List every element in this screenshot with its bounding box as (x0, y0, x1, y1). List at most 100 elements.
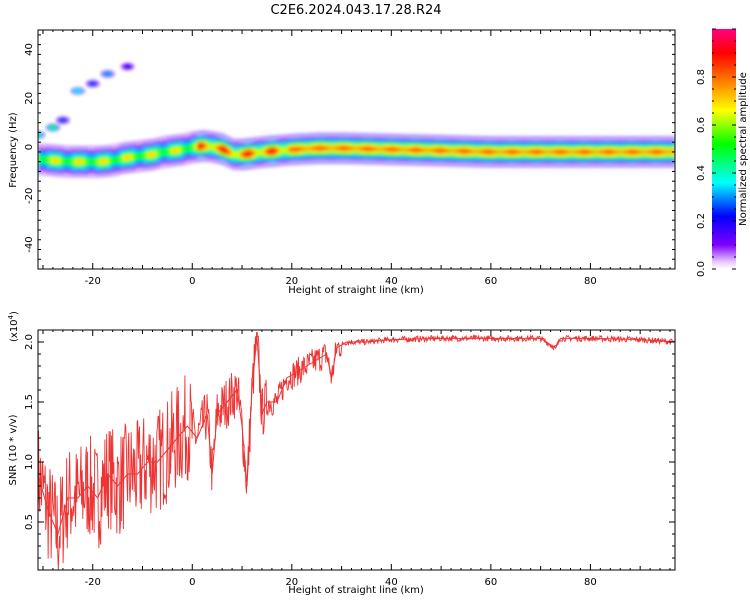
snr-noise-trace (38, 331, 675, 570)
ridge-cell (635, 149, 639, 155)
ridge-cell (505, 149, 509, 155)
ridge-cell (169, 148, 173, 154)
ridge-cell (251, 150, 256, 156)
ridge-cell (383, 146, 387, 152)
x-tick-label: -20 (85, 276, 101, 287)
snr-series-line (38, 335, 675, 536)
ridge-cell (630, 149, 634, 155)
ridge-cell (428, 147, 432, 153)
ridge-cell (595, 149, 599, 155)
ridge-cell (324, 145, 328, 151)
ridge-cell (60, 158, 64, 164)
ridge-cell (575, 149, 579, 155)
ridge-cell (227, 149, 231, 155)
ridge-cell (453, 148, 457, 154)
ridge-cell (568, 149, 572, 155)
ridge-cell (366, 146, 370, 152)
ridge-cell (65, 159, 69, 164)
ridge-cell (294, 146, 298, 152)
ridge-cell (329, 145, 333, 151)
ridge-cell (548, 149, 552, 155)
ridge-cell (261, 149, 266, 155)
ridge-cell (560, 149, 564, 155)
snr-scale-prefix: (x10 (9, 319, 20, 342)
colorbar-ticks: 0.0 0.2 0.4 0.6 0.8 (696, 28, 736, 277)
ridge-cell (224, 148, 228, 154)
y-tick-label: 1.0 (24, 454, 35, 470)
ridge-cell (199, 143, 203, 149)
spectral-ridge (38, 129, 675, 178)
x-tick-label: 40 (385, 577, 398, 588)
ridge-cell (321, 145, 325, 151)
ridge-cell (540, 149, 544, 155)
ridge-cell (543, 149, 547, 155)
ridge-cell (232, 151, 236, 157)
ridge-cell (296, 146, 300, 152)
ridge-cell (376, 146, 380, 152)
ridge-cell (572, 149, 577, 155)
ridge-cell (326, 145, 330, 151)
ridge-cell (256, 150, 261, 155)
ridge-cell (130, 154, 134, 160)
ridge-cell (137, 153, 141, 159)
ridge-cell (336, 145, 340, 151)
ridge-cell (239, 151, 243, 157)
ridge-cell (443, 148, 447, 154)
ridge-cell (592, 149, 596, 155)
ridge-cell (446, 148, 450, 154)
ridge-cell (670, 149, 674, 155)
ridge-cell (645, 149, 649, 155)
ridge-cell (485, 149, 489, 155)
ridge-cell (413, 147, 417, 153)
ridge-cell (615, 149, 619, 155)
ridge-cell (468, 148, 472, 154)
ridge-cell (242, 151, 246, 157)
svg-text:(x104): (x104) (7, 311, 20, 342)
ridge-cell (349, 146, 353, 151)
ridge-cell (95, 159, 99, 165)
ridge-cell (620, 149, 624, 155)
ridge-cell (354, 146, 358, 152)
ridge-cell (279, 148, 283, 153)
secondary-blob (38, 132, 42, 138)
secondary-blob (58, 118, 67, 123)
ridge-cell (212, 144, 216, 150)
ridge-cell (373, 146, 378, 152)
figure-title: C2E6.2024.043.17.28.R24 (270, 3, 441, 18)
ridge-cell (140, 153, 144, 159)
ridge-cell (217, 145, 221, 151)
x-tick-label: 80 (584, 276, 597, 287)
ridge-cell (475, 149, 480, 155)
spectrogram-ylabel: Frequency (Hz) (8, 112, 19, 188)
ridge-cell (361, 146, 365, 152)
ridge-cell (553, 149, 557, 155)
ridge-cell (172, 148, 176, 154)
ridge-cell (513, 149, 517, 155)
ridge-cell (222, 147, 226, 152)
colorbar: 0.0 0.2 0.4 0.6 0.8 Normalized spectral ampl… (696, 28, 749, 277)
ridge-cell (610, 149, 614, 155)
ridge-cell (490, 149, 494, 155)
snr-ticks: -20 0 20 40 60 80 0.5 1.0 1.5 2.0 (24, 329, 675, 588)
ridge-cell (75, 159, 79, 165)
ridge-cell (600, 149, 604, 155)
spectrogram-plot-area (38, 62, 675, 178)
colorbar-tick-label: 0.8 (696, 69, 707, 85)
ridge-cell (461, 148, 465, 154)
ridge-cell (388, 147, 392, 152)
ridge-cell (187, 145, 191, 151)
x-tick-label: -20 (85, 577, 101, 588)
ridge-cell (80, 159, 84, 165)
ridge-cell (234, 151, 238, 157)
ridge-cell (558, 149, 562, 155)
ridge-cell (550, 149, 554, 155)
ridge-cell (655, 149, 659, 155)
ridge-cell (617, 149, 621, 155)
ridge-cell (500, 149, 504, 155)
ridge-cell (85, 159, 89, 165)
ridge-cell (640, 149, 644, 155)
ridge-cell (465, 148, 470, 154)
ridge-cell (565, 149, 569, 155)
snr-xlabel: Height of straight line (km) (288, 585, 424, 596)
ridge-cell (463, 148, 467, 154)
